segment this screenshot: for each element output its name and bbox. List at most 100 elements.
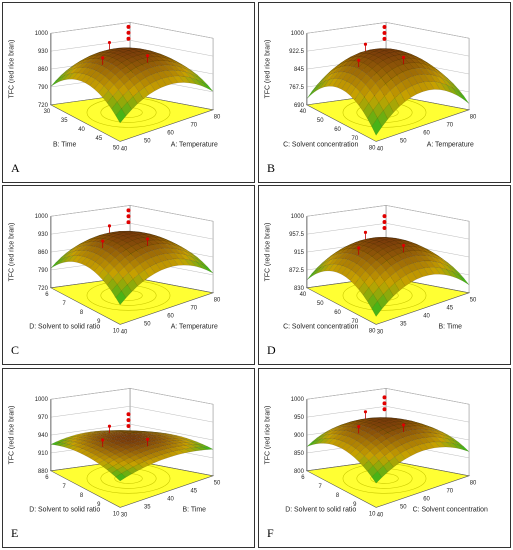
z-axis-label: TFC (red rice bran) bbox=[264, 406, 271, 465]
z-tick-label: 690 bbox=[294, 103, 305, 109]
design-point bbox=[126, 36, 131, 41]
surface-plot: 1000 957.5 915 872.5 830 TFC (red rice bran) 3… bbox=[264, 205, 477, 335]
z-tick-label: 790 bbox=[38, 85, 49, 91]
panel-letter: C bbox=[11, 343, 20, 357]
y-axis: 10 9 8 7 6 D: Solvent to solid ratio bbox=[29, 292, 120, 335]
y-axis-label: D: Solvent to solid ratio bbox=[285, 506, 356, 513]
x-tick-label: 40 bbox=[377, 146, 384, 152]
x-tick-label: 50 bbox=[400, 138, 407, 144]
z-tick-label: 1000 bbox=[35, 397, 49, 403]
x-axis: 40 50 60 70 80 A: Temperature bbox=[121, 115, 221, 153]
z-tick-label: 1000 bbox=[35, 214, 49, 220]
y-tick-label: 30 bbox=[44, 109, 51, 115]
x-tick-label: 80 bbox=[470, 481, 477, 487]
y-tick-label: 50 bbox=[317, 301, 324, 307]
design-point bbox=[126, 208, 131, 213]
y-axis-label: D: Solvent to solid ratio bbox=[29, 506, 100, 513]
x-tick-label: 60 bbox=[167, 131, 174, 137]
design-point bbox=[126, 24, 131, 29]
y-tick-label: 60 bbox=[334, 310, 341, 316]
y-tick-label: 9 bbox=[97, 319, 101, 325]
x-tick-label: 50 bbox=[144, 138, 151, 144]
x-tick-label: 50 bbox=[144, 321, 151, 327]
z-tick-label: 790 bbox=[38, 268, 49, 274]
chart-panel-e: 1000 970 940 910 880 TFC (red rice bran) 30 35 4… bbox=[2, 368, 255, 548]
z-axis: 1000 922.5 845 767.5 690 TFC (red rice bran) bbox=[264, 31, 308, 109]
design-point bbox=[107, 224, 112, 228]
y-tick-label: 10 bbox=[113, 328, 120, 334]
design-point bbox=[145, 237, 150, 241]
z-tick-label: 970 bbox=[38, 415, 49, 421]
x-axis-label: B: Time bbox=[183, 506, 207, 513]
design-point bbox=[126, 412, 131, 417]
x-tick-label: 40 bbox=[377, 512, 384, 518]
z-tick-label: 930 bbox=[38, 232, 49, 238]
z-axis: 1000 930 860 790 720 TFC (red rice bran) bbox=[8, 214, 52, 292]
z-tick-label: 860 bbox=[38, 67, 49, 73]
x-tick-label: 50 bbox=[214, 481, 221, 487]
design-point bbox=[382, 36, 387, 41]
z-tick-label: 767.5 bbox=[289, 85, 305, 91]
x-tick-label: 45 bbox=[446, 306, 453, 312]
z-tick-label: 915 bbox=[294, 250, 305, 256]
x-tick-label: 70 bbox=[190, 306, 197, 312]
z-tick-label: 940 bbox=[38, 433, 49, 439]
z-tick-label: 872.5 bbox=[289, 268, 305, 274]
z-axis-label: TFC (red rice bran) bbox=[8, 406, 15, 465]
design-point bbox=[382, 30, 387, 35]
y-axis: 10 9 8 7 6 D: Solvent to solid ratio bbox=[29, 475, 120, 518]
z-tick-label: 910 bbox=[38, 451, 49, 457]
design-point bbox=[401, 243, 406, 248]
design-point bbox=[382, 407, 387, 412]
surface-plot: 1000 950 900 850 800 TFC (red rice bran) 40 50 6… bbox=[264, 388, 488, 518]
y-tick-label: 8 bbox=[80, 310, 84, 316]
x-tick-label: 35 bbox=[144, 504, 151, 510]
x-tick-label: 45 bbox=[190, 489, 197, 495]
y-axis-label: B: Time bbox=[53, 141, 77, 148]
z-axis: 1000 957.5 915 872.5 830 TFC (red rice bran) bbox=[264, 214, 308, 292]
y-tick-label: 6 bbox=[45, 292, 49, 298]
y-axis: 80 70 60 50 40 C: Solvent concentration bbox=[283, 292, 376, 335]
y-tick-label: 70 bbox=[352, 319, 359, 325]
design-point bbox=[126, 214, 131, 219]
z-axis-label: TFC (red rice bran) bbox=[8, 40, 15, 99]
design-point bbox=[382, 25, 387, 29]
x-tick-label: 40 bbox=[121, 329, 128, 335]
design-point bbox=[401, 423, 406, 427]
x-axis-label: A: Temperature bbox=[171, 323, 218, 330]
x-tick-label: 30 bbox=[377, 329, 384, 335]
design-point bbox=[101, 56, 105, 60]
x-axis-label: A: Temperature bbox=[171, 141, 218, 148]
y-tick-label: 35 bbox=[61, 118, 68, 124]
y-tick-label: 7 bbox=[319, 484, 322, 490]
y-tick-label: 40 bbox=[300, 292, 307, 298]
z-axis: 1000 970 940 910 880 TFC (red rice bran) bbox=[8, 397, 52, 475]
x-tick-label: 80 bbox=[214, 298, 221, 304]
surface-plot: 1000 922.5 845 767.5 690 TFC (red rice bran) 4… bbox=[264, 22, 477, 152]
x-axis-label: B: Time bbox=[439, 323, 463, 330]
y-tick-label: 40 bbox=[300, 109, 307, 115]
z-tick-label: 930 bbox=[38, 49, 49, 55]
x-tick-label: 30 bbox=[121, 512, 128, 518]
x-tick-label: 80 bbox=[214, 115, 221, 121]
z-tick-label: 900 bbox=[294, 433, 305, 439]
y-tick-label: 10 bbox=[369, 511, 376, 517]
y-tick-label: 50 bbox=[113, 145, 120, 151]
y-tick-label: 60 bbox=[334, 127, 341, 133]
z-tick-label: 850 bbox=[294, 451, 305, 457]
design-point bbox=[107, 40, 112, 45]
z-tick-label: 1000 bbox=[291, 31, 305, 37]
z-axis-label: TFC (red rice bran) bbox=[264, 40, 271, 99]
design-point bbox=[401, 55, 406, 59]
response-surface bbox=[306, 417, 470, 484]
x-axis: 40 50 60 70 80 A: Temperature bbox=[121, 298, 221, 336]
x-tick-label: 70 bbox=[446, 123, 453, 129]
panel-letter: F bbox=[267, 526, 274, 540]
panel-letter: B bbox=[267, 161, 276, 175]
x-axis: 30 35 40 45 50 B: Time bbox=[121, 481, 221, 519]
chart-panel-a: 1000 930 860 790 720 TFC (red rice bran) 40 50 6… bbox=[2, 2, 255, 183]
y-tick-label: 8 bbox=[80, 493, 84, 499]
